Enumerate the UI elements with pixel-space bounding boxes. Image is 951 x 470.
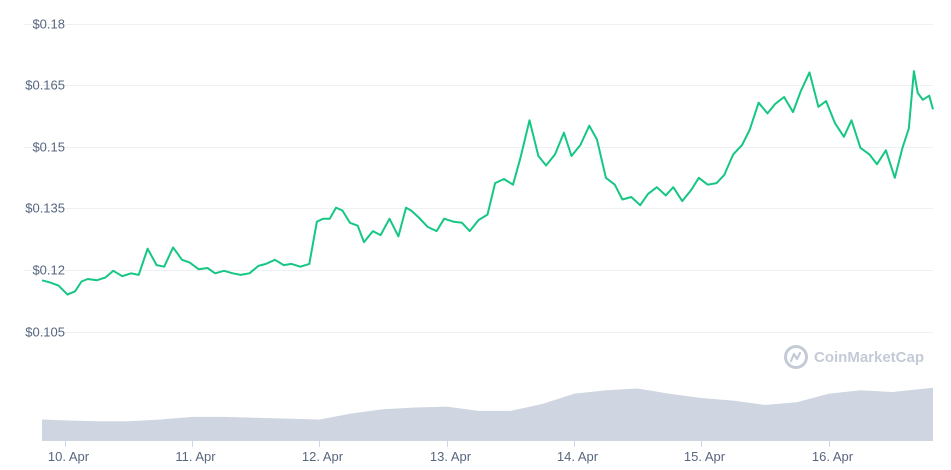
price-line (41, 70, 934, 296)
coinmarketcap-logo-icon (784, 345, 808, 369)
x-tick-label: 14. Apr (557, 449, 599, 464)
x-tick-label: 11. Apr (175, 449, 216, 464)
price-line-layer (41, 70, 934, 296)
volume-area-layer (42, 387, 933, 441)
y-axis-ticks: $0.105 $0.12 $0.135 $0.15 $0.165 $0.18 (25, 17, 65, 340)
y-tick-label: $0.135 (25, 201, 65, 216)
y-tick-label: $0.15 (32, 140, 65, 155)
x-tick-label: 10. Apr (48, 449, 90, 464)
x-tick-label: 12. Apr (302, 449, 344, 464)
x-tick-label: 16. Apr (812, 449, 854, 464)
x-tick-label: 13. Apr (430, 449, 472, 464)
x-tick-label: 15. Apr (684, 449, 726, 464)
x-axis-ticks: 10. Apr 11. Apr 12. Apr 13. Apr 14. Apr 15. A… (48, 441, 854, 464)
y-tick-label: $0.165 (25, 78, 65, 93)
watermark: CoinMarketCap (784, 345, 924, 369)
y-tick-label: $0.12 (32, 263, 65, 278)
grid-lines (24, 24, 933, 333)
watermark-text: CoinMarketCap (814, 349, 924, 366)
volume-area (42, 387, 933, 441)
y-tick-label: $0.18 (32, 17, 65, 32)
y-tick-label: $0.105 (25, 325, 65, 340)
